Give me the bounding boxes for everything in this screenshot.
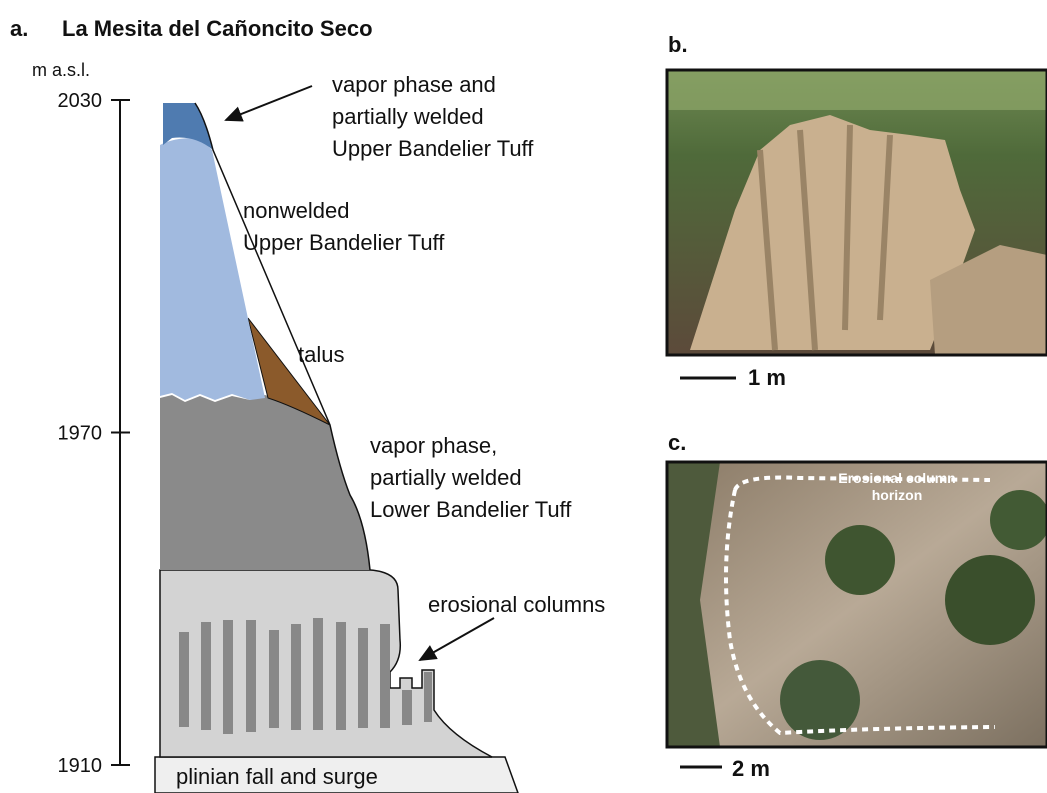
panel-label: a.: [10, 16, 28, 41]
lower-tuff: [160, 395, 370, 570]
nonwelded-tuff: [160, 138, 265, 400]
annotation: partially welded: [370, 465, 522, 490]
photo-text: Erosional column: [838, 470, 955, 486]
panel-label: b.: [668, 32, 688, 57]
figure: a. La Mesita del Cañoncito Seco m a.s.l.…: [0, 0, 1047, 793]
annotation: Upper Bandelier Tuff: [332, 136, 534, 161]
tick-label: 1910: [58, 755, 103, 777]
tick-label: 1970: [58, 423, 103, 445]
scale-label: 2 m: [732, 756, 770, 781]
annotation: Lower Bandelier Tuff: [370, 497, 572, 522]
panel-title: La Mesita del Cañoncito Seco: [62, 16, 373, 41]
photo: [667, 462, 1047, 747]
arrow: [420, 618, 494, 660]
annotation: Upper Bandelier Tuff: [243, 230, 445, 255]
axis-unit: m a.s.l.: [32, 60, 90, 80]
photo: [667, 70, 1047, 355]
annotation: vapor phase and: [332, 72, 496, 97]
panel-label: c.: [668, 430, 686, 455]
tick-label: 2030: [58, 90, 103, 112]
annotation: vapor phase,: [370, 433, 497, 458]
annotation: plinian fall and surge: [176, 764, 378, 789]
scale-label: 1 m: [748, 365, 786, 390]
annotation: partially welded: [332, 104, 484, 129]
annotation: erosional columns: [428, 592, 605, 617]
annotation: talus: [298, 342, 344, 367]
arrow: [226, 86, 312, 120]
annotation: nonwelded: [243, 198, 349, 223]
photo-text: horizon: [872, 487, 923, 503]
